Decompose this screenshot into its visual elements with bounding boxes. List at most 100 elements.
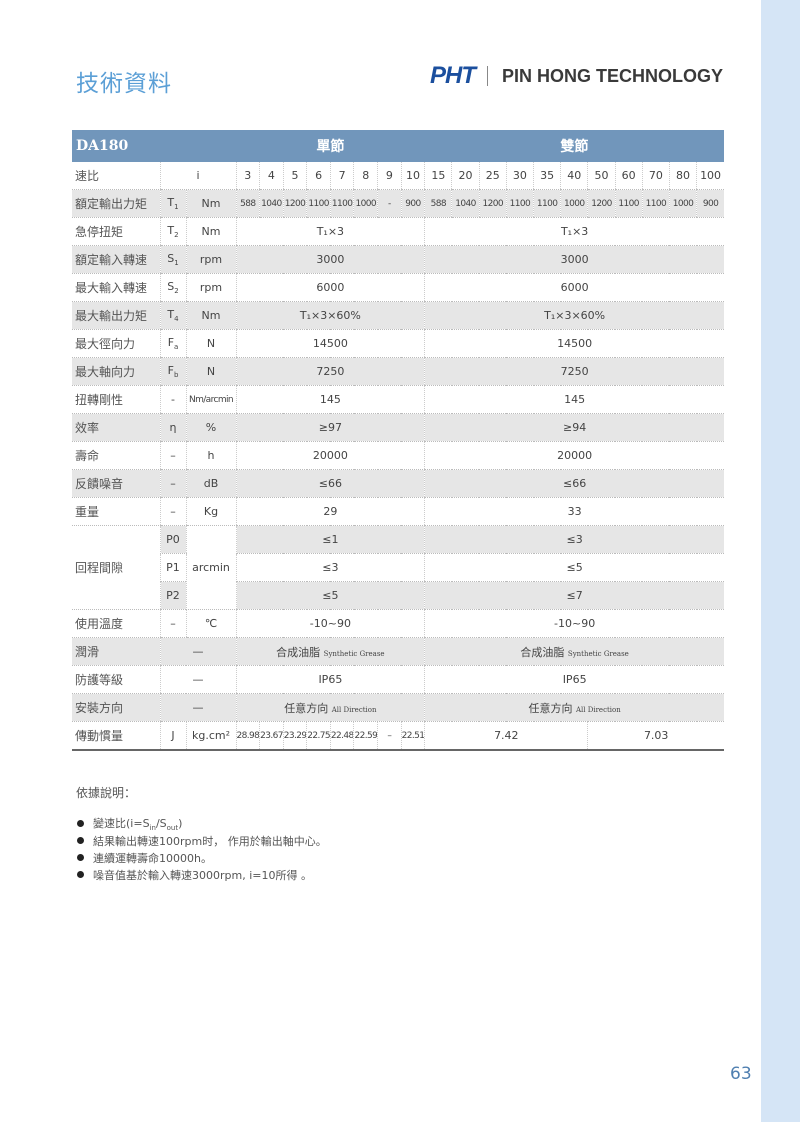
ratio-cell: 80 bbox=[668, 162, 697, 190]
double-stage-value: 合成油脂 Synthetic Grease bbox=[424, 637, 724, 666]
unit: kg.cm² bbox=[185, 721, 236, 751]
value-cell: 1000 bbox=[668, 189, 697, 218]
row-label: 速比 bbox=[72, 162, 160, 190]
value-cell: 23.29 bbox=[282, 721, 307, 751]
ratio-cell: 20 bbox=[451, 162, 480, 190]
symbol: T4 bbox=[159, 301, 186, 330]
bullet-icon bbox=[77, 837, 84, 844]
value-cell: 1100 bbox=[532, 189, 561, 218]
unit: N bbox=[185, 329, 236, 358]
single-stage-value: 任意方向 All Direction bbox=[235, 693, 425, 722]
value-cell: 1100 bbox=[641, 189, 670, 218]
table-row: 潤滑 — 合成油脂 Synthetic Grease 合成油脂 Synthetic G… bbox=[72, 637, 724, 666]
symbol: Fa bbox=[159, 329, 186, 358]
note-item: 連續運轉壽命10000h。 bbox=[76, 849, 327, 866]
symbol: - bbox=[159, 385, 186, 414]
single-stage-value: ≤66 bbox=[235, 469, 425, 498]
row-label: 安裝方向 bbox=[72, 693, 160, 722]
double-stage-value: 33 bbox=[424, 497, 724, 526]
double-stage-value: 14500 bbox=[424, 329, 724, 358]
model-name: DA180 bbox=[72, 130, 236, 162]
double-stage-value: 任意方向 All Direction bbox=[424, 693, 724, 722]
row-label: 潤滑 bbox=[72, 637, 160, 666]
symbol: J bbox=[159, 721, 186, 751]
bullet-icon bbox=[77, 854, 84, 861]
value-cell: 1200 bbox=[587, 189, 616, 218]
row-label: 傳動慣量 bbox=[72, 721, 160, 751]
value-cell: 22.59 bbox=[353, 721, 378, 751]
row-label: 重量 bbox=[72, 497, 160, 526]
row-label: 使用溫度 bbox=[72, 609, 160, 638]
value-cell: 1040 bbox=[451, 189, 480, 218]
table-row: 回程間隙 P0 arcmin ≤1 ≤3 bbox=[72, 525, 724, 610]
double-stage-value: 145 bbox=[424, 385, 724, 414]
ratio-cell: 4 bbox=[259, 162, 284, 190]
ratio-cell: 25 bbox=[478, 162, 507, 190]
table-row: 額定輸出力矩 T1 Nm 588 1040 1200 1100 1100 1000-900 588… bbox=[72, 189, 724, 218]
dash: — bbox=[159, 637, 236, 666]
symbol: S2 bbox=[159, 273, 186, 302]
table-row: 速比 i 3 4 5 6 7 8 9 10 15 20 25 30 35 40 50 60 70 80 100 bbox=[72, 162, 724, 190]
bullet-icon bbox=[77, 871, 84, 878]
symbol: – bbox=[159, 609, 186, 638]
table-row: P2 ≤5 ≤7 bbox=[72, 581, 724, 610]
note-item: 結果輸出轉速100rpm时， 作用於輸出軸中心。 bbox=[76, 832, 327, 849]
note-item: 噪音值基於輸入轉速3000rpm, i=10所得 。 bbox=[76, 866, 327, 883]
value-cell: 1100 bbox=[329, 189, 354, 218]
symbol: P2 bbox=[159, 581, 186, 610]
note-item: 變速比(i=Sin/Sout) bbox=[76, 815, 327, 832]
double-stage-value: ≥94 bbox=[424, 413, 724, 442]
value-cell: - bbox=[377, 189, 402, 218]
table-row: 壽命 – h 20000 20000 bbox=[72, 441, 724, 470]
value-cell: 1100 bbox=[614, 189, 643, 218]
symbol: S1 bbox=[159, 245, 186, 274]
value-cell: 23.67 bbox=[259, 721, 284, 751]
single-stage-value: 3000 bbox=[235, 245, 425, 274]
table-row: 扭轉剛性 - Nm/arcmin 145 145 bbox=[72, 385, 724, 414]
value-cell: 22.75 bbox=[306, 721, 331, 751]
value-cell: 588 bbox=[235, 189, 260, 218]
page-title: 技術資料 bbox=[76, 71, 172, 97]
ratio-cell: 70 bbox=[641, 162, 670, 190]
row-label: 最大徑向力 bbox=[72, 329, 160, 358]
double-stage-value: ≤5 bbox=[424, 553, 724, 582]
table-row: 最大輸入轉速 S2 rpm 6000 6000 bbox=[72, 273, 724, 302]
ratio-cell: 15 bbox=[424, 162, 452, 190]
unit: Nm bbox=[185, 217, 236, 246]
table-row: 最大輸出力矩 T4 Nm T₁×3×60% T₁×3×60% bbox=[72, 301, 724, 330]
dash: — bbox=[159, 693, 236, 722]
value-cell: 900 bbox=[400, 189, 425, 218]
value-cell: 22.48 bbox=[329, 721, 354, 751]
symbol: Fb bbox=[159, 357, 186, 386]
single-stage-value: 7250 bbox=[235, 357, 425, 386]
company-name: PIN HONG TECHNOLOGY bbox=[502, 65, 724, 86]
row-label: 回程間隙 bbox=[72, 525, 160, 610]
double-stage-value: ≤66 bbox=[424, 469, 724, 498]
ratio-cell: 3 bbox=[235, 162, 260, 190]
note-text: 變速比(i=Sin/Sout) bbox=[93, 816, 183, 833]
table-row: 重量 – Kg 29 33 bbox=[72, 497, 724, 526]
row-label: 最大輸入轉速 bbox=[72, 273, 160, 302]
double-stage-header: 雙節 bbox=[424, 130, 724, 162]
single-stage-value: 14500 bbox=[235, 329, 425, 358]
dash: — bbox=[159, 665, 236, 694]
double-stage-value: ≤3 bbox=[424, 525, 724, 554]
ratio-cell: 9 bbox=[377, 162, 402, 190]
ratio-cell: 40 bbox=[560, 162, 588, 190]
page-number: 63 bbox=[730, 1064, 752, 1084]
symbol: η bbox=[159, 413, 186, 442]
single-stage-value: IP65 bbox=[235, 665, 425, 694]
company-logo: PHT PIN HONG TECHNOLOGY bbox=[430, 62, 723, 90]
note-text: 結果輸出轉速100rpm时， 作用於輸出軸中心。 bbox=[93, 834, 327, 848]
unit: ℃ bbox=[185, 609, 236, 638]
logo-mark: PHT bbox=[430, 62, 476, 89]
note-text: 噪音值基於輸入轉速3000rpm, i=10所得 。 bbox=[93, 868, 312, 882]
unit: N bbox=[185, 357, 236, 386]
row-label: 扭轉剛性 bbox=[72, 385, 160, 414]
double-stage-value: T₁×3 bbox=[424, 217, 724, 246]
single-stage-value: ≥97 bbox=[235, 413, 425, 442]
ratio-cell: 5 bbox=[282, 162, 307, 190]
unit: h bbox=[185, 441, 236, 470]
unit: Kg bbox=[185, 497, 236, 526]
